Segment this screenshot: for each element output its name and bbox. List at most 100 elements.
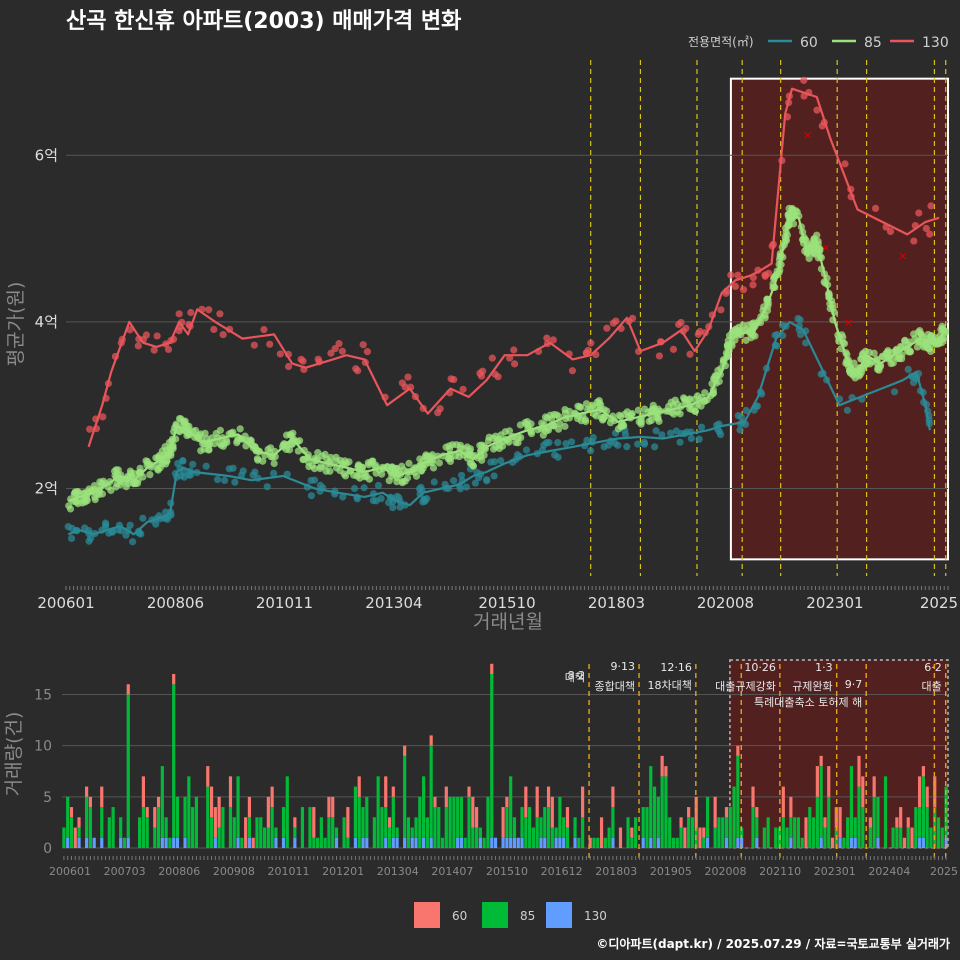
volume-bar-85 <box>206 786 210 848</box>
volume-bar-85 <box>410 827 414 838</box>
scatter-point-130 <box>260 325 268 334</box>
volume-bar-60 <box>126 684 130 695</box>
scatter-point-130 <box>731 282 740 290</box>
volume-bar-85 <box>872 796 876 848</box>
volume-bar-60 <box>327 796 331 818</box>
scatter-point-60 <box>554 439 562 447</box>
scatter-point-85 <box>645 417 653 425</box>
scatter-point-130 <box>459 385 467 393</box>
volume-bar-130 <box>501 837 505 848</box>
scatter-point-60 <box>672 427 680 435</box>
volume-bar-60 <box>467 786 471 797</box>
volume-bar-60 <box>213 807 217 838</box>
volume-bar-130 <box>543 837 547 848</box>
scatter-point-85 <box>336 466 344 475</box>
scatter-point-85 <box>90 482 99 490</box>
scatter-point-85 <box>253 455 262 463</box>
scatter-point-60 <box>551 451 559 459</box>
volume-bar-85 <box>800 837 804 848</box>
scatter-point-130 <box>477 372 486 380</box>
volume-bar-85 <box>645 807 649 848</box>
volume-bar-85 <box>183 796 187 838</box>
scatter-point-85 <box>219 442 228 450</box>
scatter-point-130 <box>494 373 502 381</box>
scatter-point-130 <box>587 339 595 347</box>
annotation-text: 특례대출축소 토허제 해 <box>754 695 862 709</box>
volume-bar-130 <box>789 837 793 848</box>
scatter-point-60 <box>562 440 570 448</box>
volume-bar-85 <box>361 807 365 838</box>
scatter-point-60 <box>139 514 147 522</box>
volume-bar-60 <box>153 807 157 828</box>
volume-bar-85 <box>721 817 725 848</box>
volume-bar-130 <box>819 837 823 848</box>
scatter-point-85 <box>628 410 636 418</box>
scatter-point-130 <box>299 357 307 365</box>
volume-bar-130 <box>493 837 498 848</box>
volume-y-tick: 15 <box>34 687 52 703</box>
scatter-point-60 <box>122 531 130 539</box>
volume-x-tick-label: 202301 <box>814 865 856 878</box>
volume-bar-85 <box>387 827 392 848</box>
volume-bar-85 <box>766 817 770 848</box>
volume-bar-60 <box>918 776 922 808</box>
x-tick-label: 201803 <box>588 594 645 612</box>
volume-bar-85 <box>353 786 358 838</box>
volume-bar-85 <box>236 776 240 838</box>
volume-bar-85 <box>172 684 176 838</box>
scatter-point-60 <box>81 524 89 532</box>
volume-bar-60 <box>781 786 785 818</box>
volume-y-tick: 10 <box>34 739 52 755</box>
volume-bar-85 <box>285 776 289 848</box>
scatter-point-60 <box>742 406 750 415</box>
volume-bar-85 <box>429 745 433 838</box>
scatter-point-130 <box>749 281 757 289</box>
scatter-point-85 <box>553 411 561 419</box>
scatter-point-60 <box>545 438 553 447</box>
annotation-text: 대출규제강화 <box>715 680 776 693</box>
volume-bar-85 <box>505 807 509 838</box>
scatter-point-85 <box>806 241 814 249</box>
scatter-point-85 <box>285 446 294 454</box>
volume-bar-85 <box>463 837 467 848</box>
volume-bar-130 <box>100 837 104 848</box>
volume-bar-130 <box>736 837 740 848</box>
volume-bar-85 <box>160 766 164 838</box>
scatter-point-130 <box>675 320 683 329</box>
volume-bar-85 <box>346 837 350 848</box>
volume-bar-85 <box>899 827 903 848</box>
scatter-point-85 <box>480 451 488 459</box>
annotation-date: 10·26 <box>744 661 776 674</box>
scatter-point-60 <box>189 460 197 468</box>
volume-bar-130 <box>414 837 418 848</box>
scatter-point-85 <box>117 476 126 484</box>
scatter-point-85 <box>858 351 866 359</box>
volume-bar-85 <box>357 796 361 848</box>
volume-bar-85 <box>819 766 823 838</box>
scatter-point-85 <box>66 505 75 513</box>
volume-bar-60 <box>868 817 872 828</box>
x-marker: × <box>821 241 830 254</box>
volume-bar-60 <box>546 786 551 808</box>
scatter-point-130 <box>266 340 274 348</box>
scatter-point-60 <box>753 402 762 410</box>
volume-legend-label-60: 60 <box>452 909 467 923</box>
price-chart: 2억 4억 6억 200601 200806 201011 201304 201510 2018… <box>5 60 958 633</box>
volume-bar-130 <box>293 837 297 848</box>
volume-bar-130 <box>172 837 176 848</box>
volume-bar-85 <box>546 807 551 848</box>
volume-bar-60 <box>244 817 248 848</box>
volume-x-tick-label: 202110 <box>759 865 801 878</box>
scatter-point-60 <box>310 476 319 484</box>
volume-bar-85 <box>543 807 547 838</box>
volume-bar-85 <box>437 807 441 848</box>
volume-bar-60 <box>827 766 831 797</box>
volume-bar-60 <box>683 827 687 848</box>
scatter-point-130 <box>164 345 173 354</box>
volume-bar-85 <box>921 776 925 838</box>
scatter-point-85 <box>561 422 569 430</box>
volume-bar-60 <box>490 663 494 674</box>
volume-bar-60 <box>77 817 81 828</box>
volume-bar-60 <box>535 786 539 818</box>
scatter-point-130 <box>922 224 930 233</box>
